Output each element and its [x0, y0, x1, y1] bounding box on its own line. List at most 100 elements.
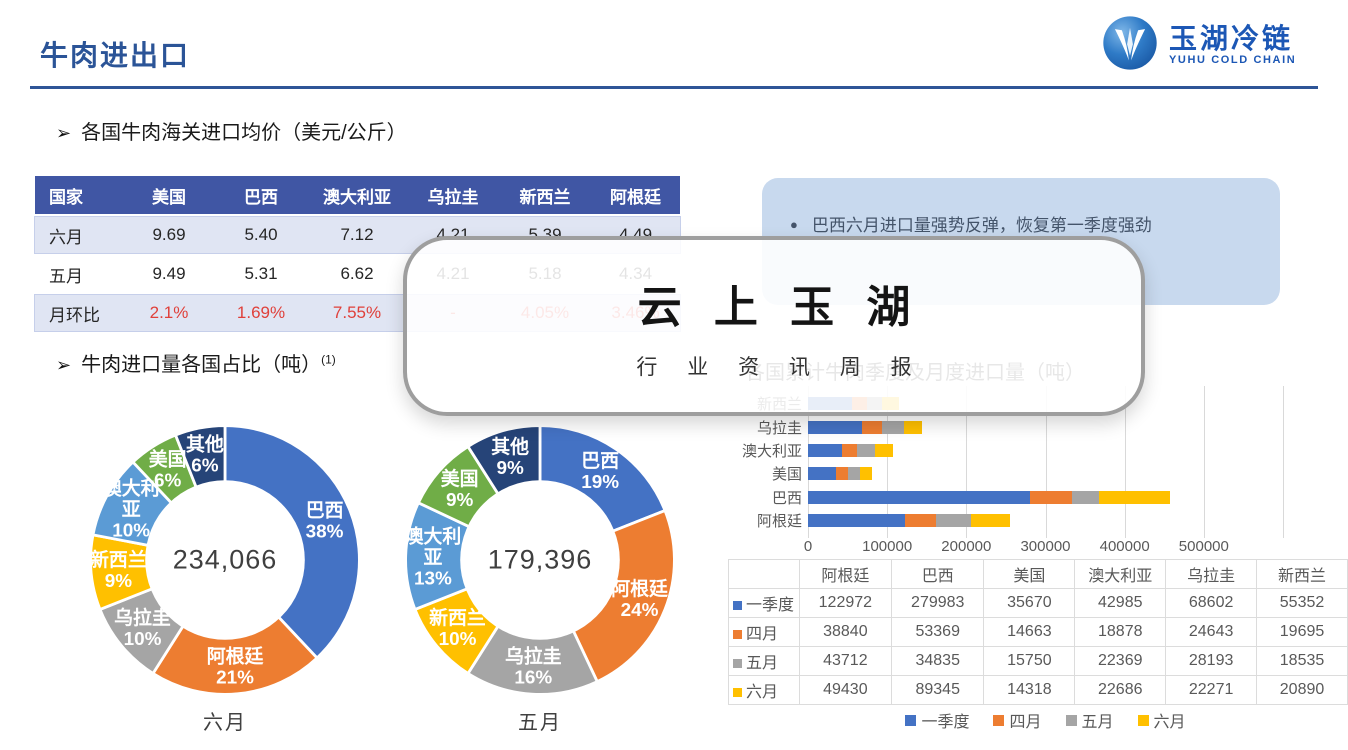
bar-plot-area: 新西兰乌拉圭澳大利亚美国巴西阿根廷 — [730, 386, 1290, 538]
import-data-table: 阿根廷 巴西 美国 澳大利亚 乌拉圭 新西兰 一季度 122972 279983 35670 429… — [728, 559, 1348, 705]
bar-segment-四月 — [905, 514, 937, 528]
header-cell — [728, 559, 800, 589]
table-cell: 24643 — [1165, 617, 1258, 647]
bar-segment-一季度 — [808, 420, 863, 434]
donut-slice-label: 巴西 38% — [306, 500, 344, 542]
bar-track — [808, 443, 1283, 457]
bar-track — [808, 490, 1283, 504]
table-cell: 20890 — [1256, 675, 1348, 705]
x-axis-label: 500000 — [1178, 538, 1229, 556]
header-cell: 国家 — [49, 187, 83, 207]
legend-swatch-icon — [1065, 714, 1077, 726]
bar-category-label: 巴西 — [771, 489, 802, 507]
x-axis-label: 0 — [803, 538, 813, 556]
series-swatch-icon — [733, 601, 742, 610]
table-cell: 19695 — [1256, 617, 1348, 647]
legend-label: 五月 — [1081, 714, 1114, 731]
x-axis-label: 200000 — [941, 538, 992, 556]
legend-item-一季度: 一季度 — [905, 708, 969, 732]
bar-segment-四月 — [842, 443, 857, 457]
logo-name-en: YUHU COLD CHAIN — [1169, 54, 1297, 67]
callout-text: 巴西六月进口量强势反弹，恢复第一季度强劲 — [811, 216, 1152, 235]
donut-chart-may: 巴西 19% 阿根廷 24% 乌拉圭 16% 新西兰 10% 澳大利亚 13% 美国 9% 其他 9% 17… — [400, 420, 680, 735]
row-label-cell: 四月 — [728, 617, 800, 647]
bullet-dot-icon: ● — [790, 217, 798, 232]
table-cell: 1.69% — [236, 303, 286, 322]
series-swatch-icon — [733, 630, 742, 639]
table-cell: 279983 — [891, 588, 985, 618]
bar-segment-四月 — [862, 420, 882, 434]
donut-slice-label: 乌拉圭 16% — [505, 645, 562, 689]
page-title: 牛肉进出口 — [40, 40, 191, 71]
logo-name-cn: 玉湖冷链 — [1169, 23, 1294, 55]
table-cell: 42985 — [1074, 588, 1167, 618]
donut-slice-label: 澳大利亚 13% — [405, 525, 462, 590]
table-cell: 43712 — [798, 646, 893, 676]
donut-center-total: 234,066 — [172, 544, 278, 575]
bar-category-label: 乌拉圭 — [756, 419, 802, 437]
bar-row: 阿根廷 — [730, 509, 1290, 532]
company-logo: 玉湖冷链 YUHU COLD CHAIN — [1101, 14, 1296, 77]
section-heading-import-price: ➢ 各国牛肉海关进口均价（美元/公斤） — [56, 122, 407, 144]
header-cell: 澳大利亚 — [323, 187, 391, 207]
gridline — [1124, 386, 1126, 538]
table-cell: 38840 — [798, 617, 893, 647]
gridline — [966, 386, 968, 538]
donut-slice-label: 巴西 19% — [581, 451, 619, 493]
header-cell: 巴西 — [244, 187, 278, 207]
bar-row: 乌拉圭 — [730, 415, 1290, 438]
x-axis-label: 300000 — [1020, 538, 1071, 556]
row-label-cell: 一季度 — [728, 588, 800, 618]
legend-label: 四月 — [1009, 714, 1042, 731]
section-heading-import-share: ➢ 牛肉进口量各国占比（吨）(1) — [56, 352, 336, 376]
bar-track — [808, 467, 1283, 481]
legend-label: 一季度 — [921, 714, 970, 731]
donut-slice-label: 阿根廷 24% — [611, 577, 668, 621]
table-cell: 9.49 — [152, 264, 186, 283]
donut-chart-june: 巴西 38% 阿根廷 21% 乌拉圭 10% 新西兰 9% 澳大利亚 10% 美国 6% 其他 6% 234… — [85, 420, 365, 735]
header-cell: 阿根廷 — [610, 187, 661, 207]
table-row: 四月 38840 53369 14663 18878 24643 19695 — [728, 617, 1348, 647]
bar-category-label: 阿根廷 — [756, 513, 802, 531]
header-cell: 美国 — [983, 559, 1076, 589]
table-cell: 7.12 — [340, 225, 374, 244]
bar-segment-一季度 — [808, 490, 1030, 504]
bar-category-label: 美国 — [771, 466, 802, 484]
price-table-header-row: 国家 美国 巴西 澳大利亚 乌拉圭 新西兰 阿根廷 — [35, 176, 680, 214]
chart-legend: 一季度 四月 五月 六月 — [808, 708, 1283, 732]
table-cell: 89345 — [891, 675, 985, 705]
gridline — [1203, 386, 1205, 538]
title-underline — [30, 86, 1318, 89]
legend-swatch-icon — [905, 714, 917, 726]
series-swatch-icon — [733, 659, 742, 668]
watermark-subtitle: 行 业 资 讯 周 报 — [636, 356, 924, 379]
stacked-bar-chart: 新西兰乌拉圭澳大利亚美国巴西阿根廷 0100000200000300000400… — [730, 386, 1290, 560]
donut-slice-label: 阿根廷 21% — [207, 644, 264, 688]
row-label-cell: 六月 — [728, 675, 800, 705]
bar-track — [808, 514, 1283, 528]
donut-slice-label: 乌拉圭 10% — [114, 606, 171, 650]
logo-text: 玉湖冷链 YUHU COLD CHAIN — [1169, 24, 1296, 67]
bar-segment-一季度 — [808, 443, 843, 457]
table-cell: 22271 — [1165, 675, 1258, 705]
bar-segment-一季度 — [808, 467, 837, 481]
watermark-title: 云 上 玉 湖 — [637, 283, 921, 332]
bar-segment-四月 — [836, 467, 848, 481]
x-axis-label: 400000 — [1099, 538, 1150, 556]
gridlines — [808, 386, 1284, 538]
table-cell: 34835 — [891, 646, 985, 676]
legend-swatch-icon — [993, 714, 1005, 726]
table-cell: 35670 — [983, 588, 1076, 618]
table-cell: 122972 — [798, 588, 893, 618]
donut-hole — [460, 480, 620, 640]
row-label-cell: 月环比 — [49, 305, 100, 325]
table-row: 六月 49430 89345 14318 22686 22271 20890 — [728, 675, 1348, 705]
table-cell: 68602 — [1165, 588, 1258, 618]
donut-svg: 巴西 38% 阿根廷 21% 乌拉圭 10% 新西兰 9% 澳大利亚 10%美国 6%其他 6% — [89, 424, 361, 696]
header-cell: 新西兰 — [519, 187, 571, 207]
table-cell: 9.69 — [152, 225, 186, 244]
table-cell: 22369 — [1074, 646, 1167, 676]
legend-item-六月: 六月 — [1137, 708, 1186, 732]
table-cell: 18878 — [1074, 617, 1167, 647]
header-cell: 阿根廷 — [798, 559, 893, 589]
